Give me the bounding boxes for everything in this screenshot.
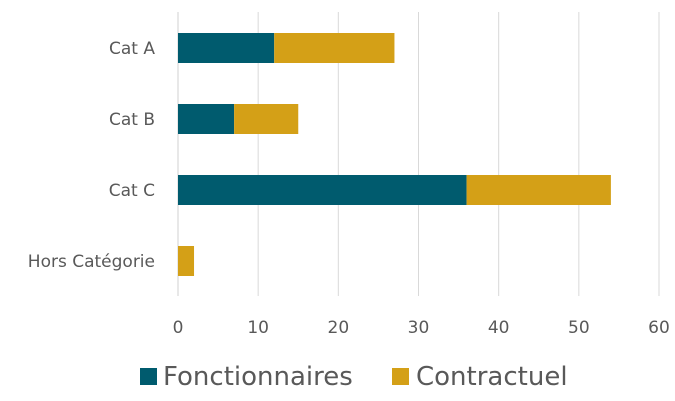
legend-swatch [392,368,409,385]
x-tick-label: 20 [328,318,350,338]
x-tick-label: 50 [568,318,590,338]
bars [178,33,611,276]
axis-labels: 0 10 20 30 40 50 60 Cat A Cat B Cat C Hors Catégor… [28,39,670,338]
legend: Fonctionnaires Contractuel [140,362,568,392]
bar-segment [178,246,195,276]
legend-label: Fonctionnaires [163,362,353,392]
category-label: Cat A [109,39,155,59]
legend-label: Contractuel [416,362,568,392]
category-label: Cat C [109,181,155,201]
x-tick-label: 10 [247,318,269,338]
x-tick-label: 0 [173,318,184,338]
bar-segment [274,33,395,63]
bar-segment [178,33,275,63]
bar-segment [178,175,467,205]
legend-swatch [140,368,157,385]
bar-segment [234,104,299,134]
category-label: Cat B [109,110,155,130]
bar-segment [178,104,235,134]
bar-segment [466,175,611,205]
x-tick-label: 30 [408,318,430,338]
category-label: Hors Catégorie [28,252,155,272]
x-tick-label: 40 [488,318,510,338]
x-tick-label: 60 [648,318,670,338]
